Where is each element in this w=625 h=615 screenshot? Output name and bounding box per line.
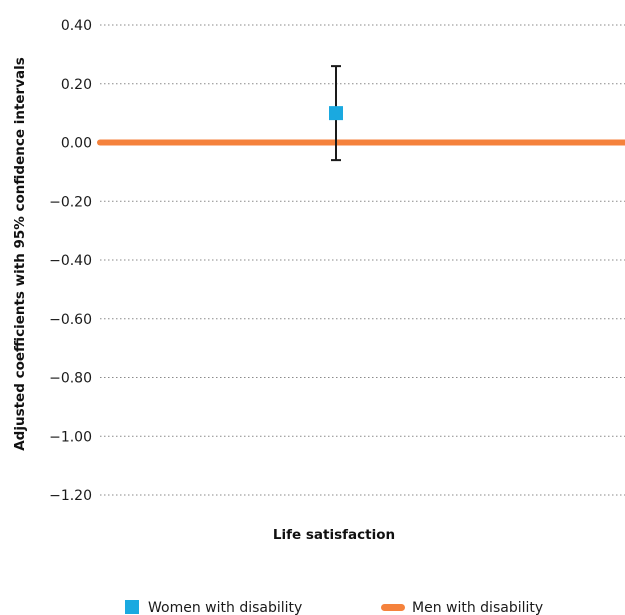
x-axis-title: Life satisfaction <box>273 527 395 543</box>
legend-swatch-men <box>381 604 405 611</box>
legend: Women with disability Men with disabilit… <box>125 600 543 615</box>
y-tick-label: −1.00 <box>49 429 92 445</box>
y-tick-label: 0.20 <box>61 77 92 93</box>
y-tick-label: 0.00 <box>61 136 92 152</box>
y-tick-label: −0.40 <box>49 253 92 269</box>
legend-swatch-women <box>125 600 139 614</box>
y-axis-title: Adjusted coefficients with 95% confidenc… <box>12 57 28 451</box>
y-tick-labels: 0.40 0.20 0.00 −0.20 −0.40 −0.60 −0.80 −1.00 −1.… <box>49 18 92 504</box>
women-with-disability-point <box>329 106 343 121</box>
y-tick-label: −1.20 <box>49 488 92 504</box>
y-tick-label: 0.40 <box>61 18 92 34</box>
y-tick-label: −0.20 <box>49 194 92 210</box>
data-marks <box>97 65 625 162</box>
y-tick-label: −0.80 <box>49 371 92 387</box>
gridlines <box>100 24 625 496</box>
legend-label-women: Women with disability <box>148 600 302 615</box>
y-tick-label: −0.60 <box>49 312 92 328</box>
legend-label-men: Men with disability <box>412 600 543 615</box>
